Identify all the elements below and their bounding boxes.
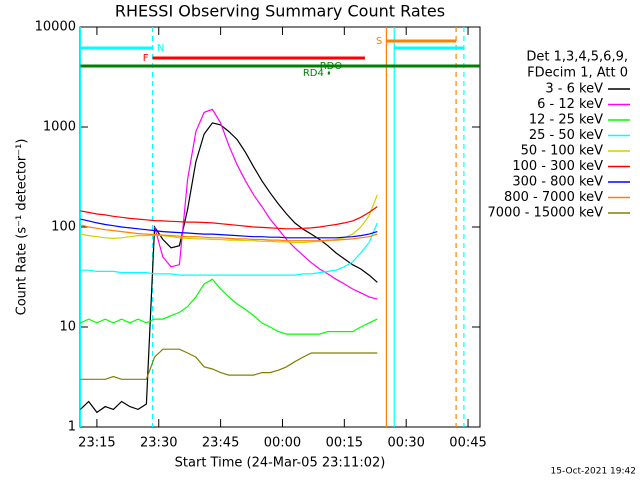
legend-label: 6 - 12 keV bbox=[537, 97, 603, 112]
x-axis-label: Start Time (24-Mar-05 23:11:02) bbox=[175, 456, 386, 471]
x-tick-label: 00:15 bbox=[326, 436, 363, 451]
legend-label: 25 - 50 keV bbox=[529, 128, 603, 143]
x-tick-label: 23:45 bbox=[202, 436, 239, 451]
series-line bbox=[80, 278, 378, 335]
x-tick-label: 23:30 bbox=[140, 436, 177, 451]
y-axis-label: Count Rate (s⁻¹ detector⁻¹) bbox=[15, 139, 30, 316]
flag-label: RD4 bbox=[303, 68, 324, 79]
legend-label: 50 - 100 keV bbox=[521, 144, 604, 159]
y-tick-label: 1 bbox=[68, 420, 76, 435]
flag-label: S bbox=[376, 36, 382, 47]
x-tick-label: 00:00 bbox=[264, 436, 301, 451]
x-tick-label: 00:45 bbox=[449, 436, 486, 451]
flag-label: RDO bbox=[320, 61, 343, 72]
series-line bbox=[80, 224, 378, 242]
legend-title: Det 1,3,4,5,6,9, bbox=[526, 50, 628, 65]
y-tick-label: 1000 bbox=[43, 120, 76, 135]
legend-label: 3 - 6 keV bbox=[545, 82, 603, 97]
series-line bbox=[79, 122, 378, 414]
y-tick-label: 100 bbox=[51, 220, 76, 235]
flag-label: N bbox=[157, 43, 164, 54]
legend-label: 300 - 800 keV bbox=[512, 175, 603, 190]
legend-label: 800 - 7000 keV bbox=[504, 190, 603, 205]
footer: 15-Oct-2021 19:42 bbox=[551, 467, 636, 477]
x-tick-label: 23:15 bbox=[78, 436, 115, 451]
y-tick-label: 10000 bbox=[35, 20, 76, 35]
legend-title: FDecim 1, Att 0 bbox=[527, 66, 628, 81]
series-line bbox=[80, 206, 378, 230]
legend-label: 100 - 300 keV bbox=[512, 159, 603, 174]
chart-title: RHESSI Observing Summary Count Rates bbox=[115, 2, 445, 21]
series-line bbox=[154, 108, 378, 300]
series-line bbox=[80, 222, 378, 276]
legend-label: 12 - 25 keV bbox=[529, 113, 603, 128]
y-tick-label: 10 bbox=[59, 320, 76, 335]
series-line bbox=[80, 218, 378, 239]
flag-label: F bbox=[143, 53, 149, 64]
legend-label: 7000 - 15000 keV bbox=[488, 206, 604, 221]
plot-frame bbox=[79, 26, 481, 428]
series-line bbox=[80, 348, 378, 380]
x-tick-label: 00:30 bbox=[387, 436, 424, 451]
